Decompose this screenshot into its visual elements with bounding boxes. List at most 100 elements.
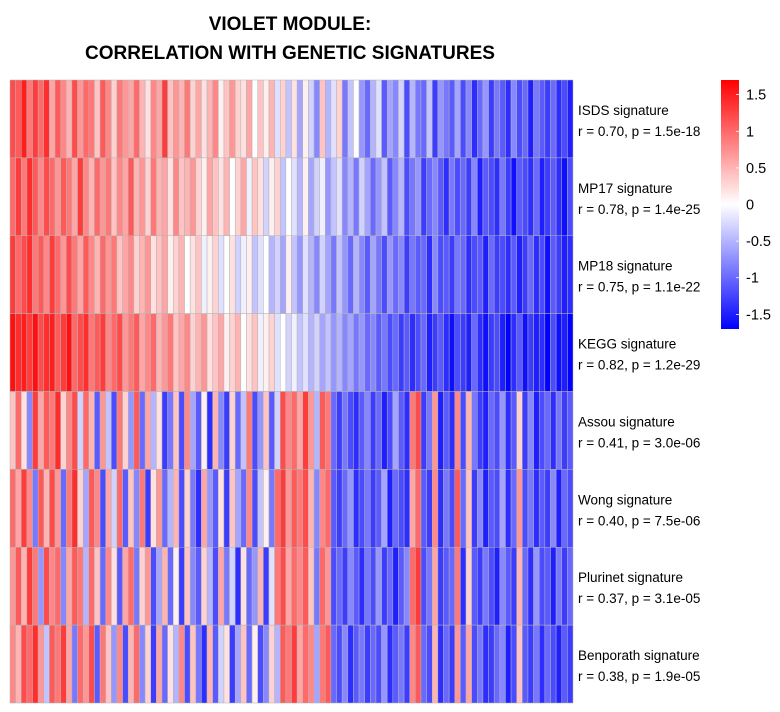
heatmap-cell bbox=[499, 547, 506, 626]
heatmap-cell bbox=[381, 157, 388, 237]
heatmap-cell bbox=[201, 235, 208, 314]
heatmap-cell bbox=[415, 624, 422, 704]
heatmap-cell bbox=[178, 391, 185, 470]
heatmap-cell bbox=[263, 469, 270, 548]
heatmap-cell bbox=[234, 235, 242, 314]
heatmap-cell bbox=[173, 79, 180, 159]
heatmap-cell bbox=[189, 79, 197, 159]
heatmap-cell bbox=[54, 469, 61, 548]
legend-tick-label: -0.5 bbox=[746, 234, 771, 250]
heatmap-cell bbox=[99, 469, 106, 548]
heatmap-cell bbox=[522, 391, 529, 470]
heatmap-cell bbox=[381, 547, 388, 626]
heatmap-cell bbox=[212, 157, 219, 237]
heatmap-cell bbox=[173, 547, 180, 626]
heatmap-cell bbox=[482, 469, 489, 548]
heatmap-cell bbox=[392, 79, 399, 159]
heatmap-cell bbox=[240, 469, 247, 548]
heatmap-cell bbox=[161, 469, 168, 548]
heatmap-cell bbox=[111, 79, 118, 159]
heatmap-cell bbox=[82, 624, 90, 704]
heatmap-cells bbox=[9, 79, 574, 704]
heatmap-cell bbox=[291, 547, 298, 626]
heatmap-cell bbox=[43, 624, 50, 704]
heatmap-cell bbox=[533, 547, 540, 626]
heatmap-cell bbox=[482, 547, 489, 626]
heatmap-cell bbox=[184, 235, 191, 314]
heatmap-cell bbox=[330, 624, 337, 704]
row-labels: ISDS signature r = 0.70, p = 1.5e-18 MP17 … bbox=[578, 103, 700, 684]
heatmap-cell bbox=[167, 157, 174, 237]
heatmap-cell bbox=[341, 547, 349, 626]
heatmap-cell bbox=[229, 391, 236, 470]
heatmap-cell bbox=[37, 157, 45, 237]
heatmap-cell bbox=[161, 624, 168, 704]
heatmap-cell bbox=[189, 469, 197, 548]
heatmap-cell bbox=[94, 79, 101, 159]
heatmap-cell bbox=[296, 79, 304, 159]
heatmap-cell bbox=[465, 391, 472, 470]
heatmap-cell bbox=[415, 79, 422, 159]
heatmap-cell bbox=[279, 391, 287, 470]
heatmap-cell bbox=[49, 79, 56, 159]
heatmap-row bbox=[9, 79, 574, 159]
heatmap-cell bbox=[561, 313, 568, 392]
heatmap-cell bbox=[296, 469, 304, 548]
heatmap-cell bbox=[482, 391, 489, 470]
heatmap-cell bbox=[510, 469, 517, 548]
legend-color-bar bbox=[721, 80, 739, 329]
heatmap-cell bbox=[375, 157, 382, 237]
heatmap-cell bbox=[279, 313, 287, 392]
heatmap-cell bbox=[505, 79, 512, 159]
heatmap-cell bbox=[432, 79, 439, 159]
heatmap-cell bbox=[336, 469, 343, 548]
heatmap-cell bbox=[60, 624, 67, 704]
heatmap-cell bbox=[392, 157, 399, 237]
heatmap-cell bbox=[127, 624, 135, 704]
heatmap-cell bbox=[223, 624, 230, 704]
heatmap-row bbox=[9, 624, 574, 704]
legend-tick-label: 1.5 bbox=[746, 88, 766, 104]
heatmap-cell bbox=[493, 313, 501, 392]
heatmap-cell bbox=[116, 79, 123, 159]
heatmap-cell bbox=[544, 469, 551, 548]
heatmap-cell bbox=[302, 624, 309, 704]
heatmap-cell bbox=[223, 469, 230, 548]
heatmap-cell bbox=[133, 313, 140, 392]
heatmap-cell bbox=[443, 157, 450, 237]
heatmap-cell bbox=[488, 157, 495, 237]
heatmap-cell bbox=[144, 624, 151, 704]
heatmap-cell bbox=[538, 624, 546, 704]
heatmap-cell bbox=[550, 547, 557, 626]
heatmap-cell bbox=[15, 313, 22, 392]
heatmap-cell bbox=[82, 79, 90, 159]
heatmap-cell bbox=[454, 157, 461, 237]
heatmap-cell bbox=[313, 624, 320, 704]
heatmap-cell bbox=[21, 157, 28, 237]
heatmap-cell bbox=[527, 391, 534, 470]
heatmap-cell bbox=[201, 79, 208, 159]
heatmap-cell bbox=[116, 313, 123, 392]
heatmap-cell bbox=[71, 157, 78, 237]
heatmap-cell bbox=[99, 235, 106, 314]
heatmap-cell bbox=[398, 624, 405, 704]
row-label-stat: r = 0.38, p = 1.9e-05 bbox=[578, 669, 700, 684]
row-label-name: ISDS signature bbox=[578, 103, 669, 118]
row-label-name: Benporath signature bbox=[578, 648, 700, 663]
heatmap-cell bbox=[274, 391, 281, 470]
heatmap-cell bbox=[505, 547, 512, 626]
legend-tick-label: -1 bbox=[746, 271, 759, 287]
row-label-name: MP18 signature bbox=[578, 259, 673, 274]
heatmap-cell bbox=[432, 547, 439, 626]
heatmap-cell bbox=[285, 157, 292, 237]
legend-tick-label: 1 bbox=[746, 124, 754, 140]
heatmap-cell bbox=[127, 235, 135, 314]
heatmap-cell bbox=[43, 391, 50, 470]
heatmap-cell bbox=[426, 313, 433, 392]
heatmap-cell bbox=[330, 313, 337, 392]
heatmap-cell bbox=[465, 79, 472, 159]
heatmap-cell bbox=[460, 547, 467, 626]
heatmap-cell bbox=[516, 391, 523, 470]
heatmap-cell bbox=[353, 547, 360, 626]
